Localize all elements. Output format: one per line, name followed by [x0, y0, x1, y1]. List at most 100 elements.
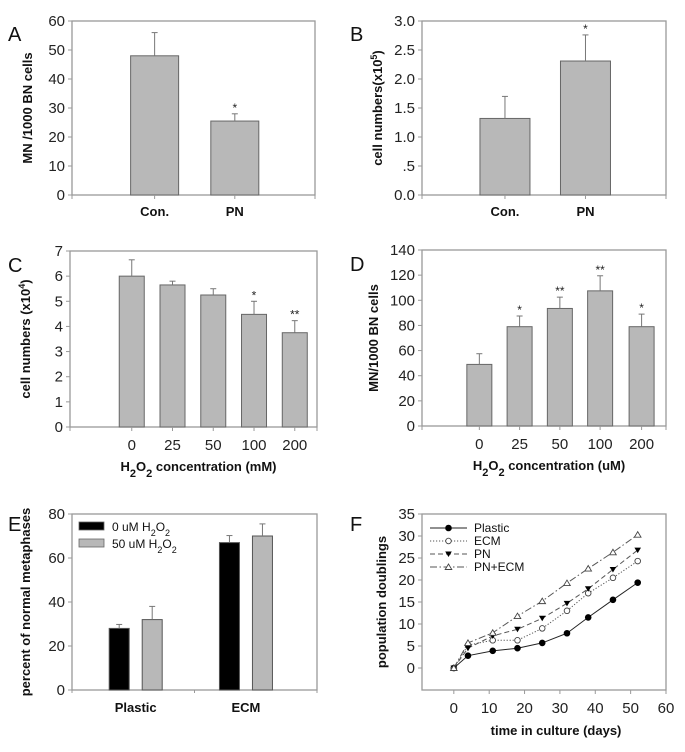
x-label-text: concentration (mM): [152, 459, 276, 474]
y-tick-label: 6: [55, 268, 63, 285]
marker-open-triangle: [463, 639, 473, 646]
bar-black: [108, 627, 130, 691]
x-tick-label: 25: [164, 437, 181, 454]
marker-filled-circle: [464, 652, 472, 659]
x-label-o: O: [488, 458, 498, 473]
legend-label: 50 uM H2O2: [112, 537, 177, 555]
legend-text: O: [156, 520, 165, 534]
y-tick-label: 2.0: [394, 71, 415, 88]
x-category-label: PN: [226, 204, 244, 219]
y-tick-label: 20: [48, 129, 65, 146]
y-tick-label: 60: [48, 13, 65, 30]
marker-open-triangle: [513, 612, 522, 620]
y-tick-label: 35: [398, 506, 415, 523]
y-tick-label: 2: [55, 369, 63, 386]
y-axis-label-text: percent of normal metaphases: [18, 508, 33, 697]
x-category-label: Plastic: [115, 700, 157, 715]
y-tick-label: 15: [398, 594, 415, 611]
marker-open-triangle: [449, 664, 458, 671]
y-axis-label-end: ): [370, 50, 385, 54]
bar: [210, 120, 260, 196]
y-tick-label: 20: [398, 572, 415, 589]
y-axis-label: population doublings: [374, 536, 389, 668]
y-tick-label: 5: [407, 638, 415, 655]
bar: [130, 55, 180, 196]
panel-letter: B: [350, 24, 363, 46]
marker-filled-triangle: [464, 645, 472, 652]
significance-marker: **: [555, 284, 565, 298]
marker-filled-circle: [563, 629, 571, 637]
y-tick-label: 7: [55, 243, 63, 260]
y-tick-label: 30: [398, 528, 415, 545]
y-tick-label: 1: [55, 394, 63, 411]
marker-open-circle: [634, 557, 641, 565]
marker-open-circle: [609, 574, 617, 582]
y-tick-label: 0: [407, 418, 415, 435]
marker-open-triangle: [488, 628, 497, 636]
x-tick-label: 40: [587, 700, 604, 717]
x-tick-label: 0: [128, 437, 136, 454]
marker-open-triangle: [538, 597, 547, 605]
significance-marker: *: [232, 101, 237, 115]
x-tick-label: 60: [658, 700, 675, 717]
y-tick-label: 20: [398, 393, 415, 410]
bar: [281, 332, 308, 428]
x-label-sub: 2: [146, 468, 152, 480]
panel-letter: E: [8, 514, 21, 536]
y-axis-label-text: MN/1000 BN cells: [366, 284, 381, 392]
legend-sub: 2: [151, 528, 156, 538]
marker-filled-triangle: [563, 600, 571, 607]
marker-filled-circle: [634, 579, 642, 586]
marker-filled-triangle: [634, 547, 642, 554]
legend-swatch: [78, 521, 105, 531]
y-tick-label: 40: [48, 594, 65, 611]
marker-filled-triangle: [514, 626, 521, 633]
legend-text: 50 uM H: [112, 537, 157, 551]
panel-b: B 0.0 .5 1.0 1.5 2.0 2.5 3.0 Con. * PN cell numbers…: [350, 13, 667, 219]
y-tick-label: 120: [390, 267, 415, 284]
panel-a: A 0 10 20 30 40 50 60 Con. * PN MN /1000 BN cells: [8, 13, 316, 219]
y-tick-label: 0: [57, 682, 65, 699]
legend-swatch: [78, 538, 105, 548]
significance-marker: *: [252, 288, 257, 302]
bar: [479, 117, 531, 196]
bar: [118, 275, 145, 428]
y-tick-label: 5: [55, 293, 63, 310]
significance-marker: **: [290, 308, 300, 322]
marker-filled-circle: [489, 647, 497, 655]
y-tick-label: 1.5: [394, 100, 415, 117]
y-tick-label: 10: [48, 158, 65, 175]
bar: [559, 60, 611, 196]
marker-filled-triangle: [445, 551, 452, 557]
x-label-sub: 2: [498, 467, 504, 479]
marker-open-circle: [445, 537, 452, 545]
y-tick-label: 25: [398, 550, 415, 567]
bar: [546, 307, 573, 427]
panel-letter: A: [8, 24, 22, 46]
y-tick-label: 4: [55, 318, 63, 335]
y-tick-label: 40: [48, 71, 65, 88]
significance-marker: *: [517, 303, 522, 317]
panel-letter: D: [350, 254, 364, 276]
marker-open-circle: [514, 637, 521, 644]
x-label-text: concentration (uM): [505, 458, 626, 473]
panel-c: C 0 1 2 3 4 5 6 7 0 25 50 * 100 ** 200 cell numbers (x10…: [8, 243, 318, 480]
y-tick-label: 50: [48, 42, 65, 59]
x-tick-label: 0: [475, 436, 483, 453]
y-tick-label: 60: [48, 550, 65, 567]
y-tick-label: 20: [48, 638, 65, 655]
x-category-label: Con.: [140, 204, 169, 219]
bar: [200, 294, 227, 428]
x-tick-label: 30: [552, 700, 569, 717]
plot-frame: [421, 20, 667, 196]
marker-filled-circle: [584, 614, 592, 621]
bar: [587, 290, 614, 427]
x-label-sub: 2: [482, 467, 488, 479]
bar: [159, 284, 186, 428]
y-axis-label-text: cell numbers(x10: [370, 60, 385, 166]
y-tick-label: 0: [407, 660, 415, 677]
y-tick-label: 60: [398, 343, 415, 360]
